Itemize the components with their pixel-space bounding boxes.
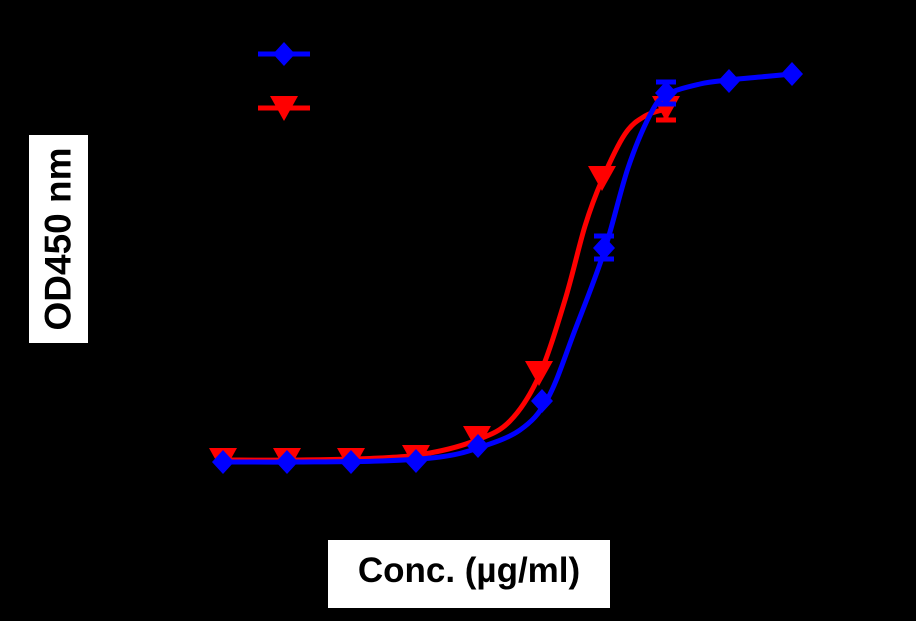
legend-entry-blue-series xyxy=(256,40,324,68)
red-series-legend-swatch xyxy=(258,96,310,121)
blue-diamond-series-marker xyxy=(340,450,362,474)
blue-diamond-series-marker xyxy=(655,81,677,105)
blue-diamond-series-marker xyxy=(467,434,489,458)
blue-diamond-series-marker xyxy=(781,62,803,86)
blue-diamond-series-marker xyxy=(212,450,234,474)
x-axis-label: Conc. (µg/ml) xyxy=(357,551,581,590)
blue-diamond-series-marker xyxy=(593,236,615,260)
legend-entry-red-series xyxy=(256,94,324,122)
y-axis-label-box: OD450 nm xyxy=(29,135,88,343)
y-axis-label: OD450 nm xyxy=(37,147,79,331)
red-triangle-series-marker xyxy=(525,361,553,386)
x-axis-label-box: Conc. (µg/ml) xyxy=(328,540,610,608)
blue-diamond-series-group xyxy=(212,62,803,474)
blue-diamond-series-marker xyxy=(718,69,740,93)
legend xyxy=(256,40,324,148)
red-triangle-series-group xyxy=(209,96,680,473)
triangle-down-icon xyxy=(270,96,298,121)
blue-diamond-series-marker xyxy=(276,450,298,474)
diamond-icon xyxy=(273,42,295,66)
red-triangle-series-marker xyxy=(588,166,616,191)
blue-diamond-series-marker xyxy=(405,449,427,473)
red-triangle-series-curve xyxy=(220,106,669,463)
blue-series-legend-swatch xyxy=(258,42,310,66)
blue-diamond-series-marker xyxy=(531,389,553,413)
